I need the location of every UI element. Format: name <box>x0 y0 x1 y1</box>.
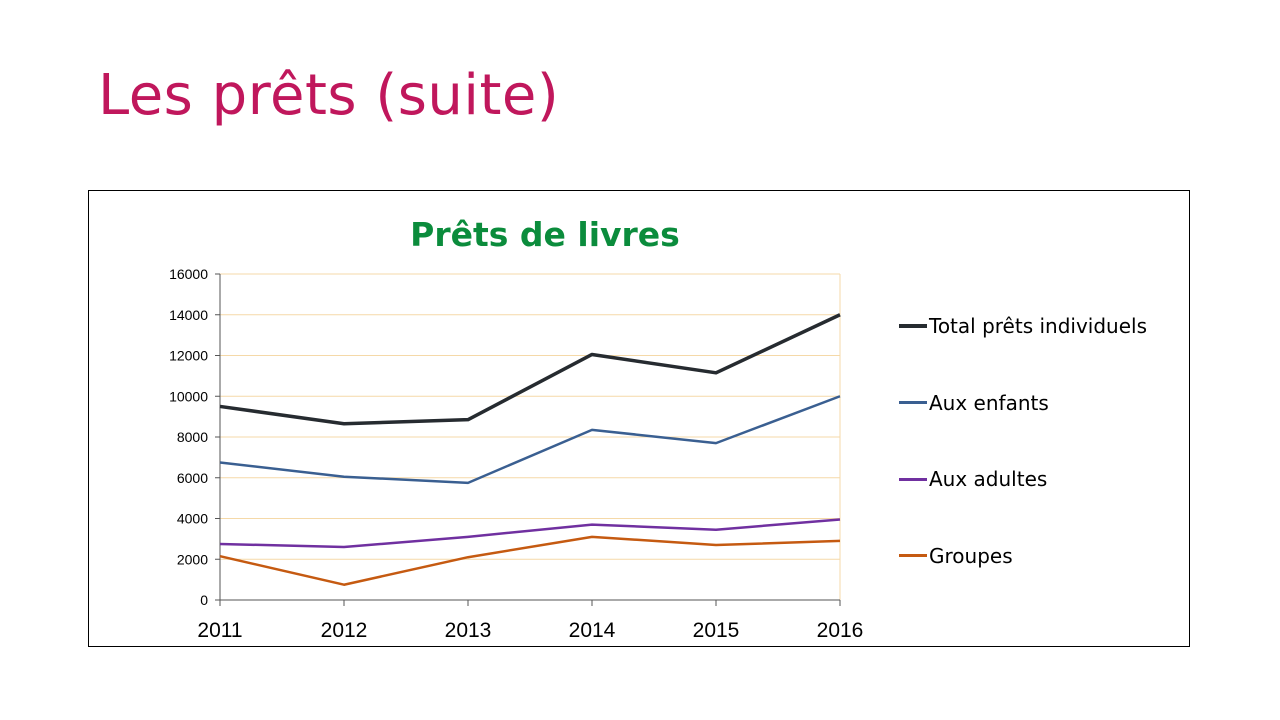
y-tick-label: 12000 <box>169 348 208 364</box>
chart-legend: Total prêts individuels Aux enfants Aux ad… <box>899 311 1189 617</box>
series-line <box>219 313 841 426</box>
x-tick-label: 2015 <box>693 619 740 642</box>
y-tick-label: 4000 <box>177 511 208 527</box>
y-tick-label: 2000 <box>177 551 208 567</box>
y-tick-label: 0 <box>200 592 208 608</box>
legend-swatch <box>899 554 927 557</box>
x-tick-label: 2012 <box>321 619 368 642</box>
legend-label: Total prêts individuels <box>929 314 1147 338</box>
y-tick-label: 8000 <box>177 429 208 445</box>
legend-swatch <box>899 324 927 328</box>
legend-label: Groupes <box>929 543 1013 568</box>
legend-label: Aux enfants <box>929 390 1049 415</box>
legend-swatch <box>899 477 927 481</box>
x-tick-label: 2013 <box>445 619 492 642</box>
legend-item: Groupes <box>899 541 1189 571</box>
series-line <box>219 518 841 549</box>
series-line <box>219 535 841 586</box>
y-tick-label: 10000 <box>169 388 208 404</box>
y-tick-label: 6000 <box>177 470 208 486</box>
x-tick-label: 2016 <box>817 619 864 642</box>
legend-item: Aux enfants <box>899 388 1189 418</box>
legend-item: Total prêts individuels <box>899 311 1189 341</box>
legend-item: Aux adultes <box>899 464 1189 494</box>
series-line <box>219 395 841 485</box>
line-chart: 0 2000 4000 6000 8000 10000 12000 14000 16000 201… <box>169 266 864 642</box>
x-tick-label: 2014 <box>569 619 616 642</box>
chart-frame: Prêts de livres 0 2000 4000 6000 8000 10000 12… <box>88 190 1190 647</box>
legend-swatch <box>899 401 927 404</box>
slide-title: Les prêts (suite) <box>98 63 560 128</box>
y-tick-label: 14000 <box>169 307 208 323</box>
legend-label: Aux adultes <box>929 467 1048 491</box>
x-tick-label: 2011 <box>197 619 242 642</box>
y-tick-label: 16000 <box>169 266 208 282</box>
chart-title: Prêts de livres <box>410 215 680 254</box>
